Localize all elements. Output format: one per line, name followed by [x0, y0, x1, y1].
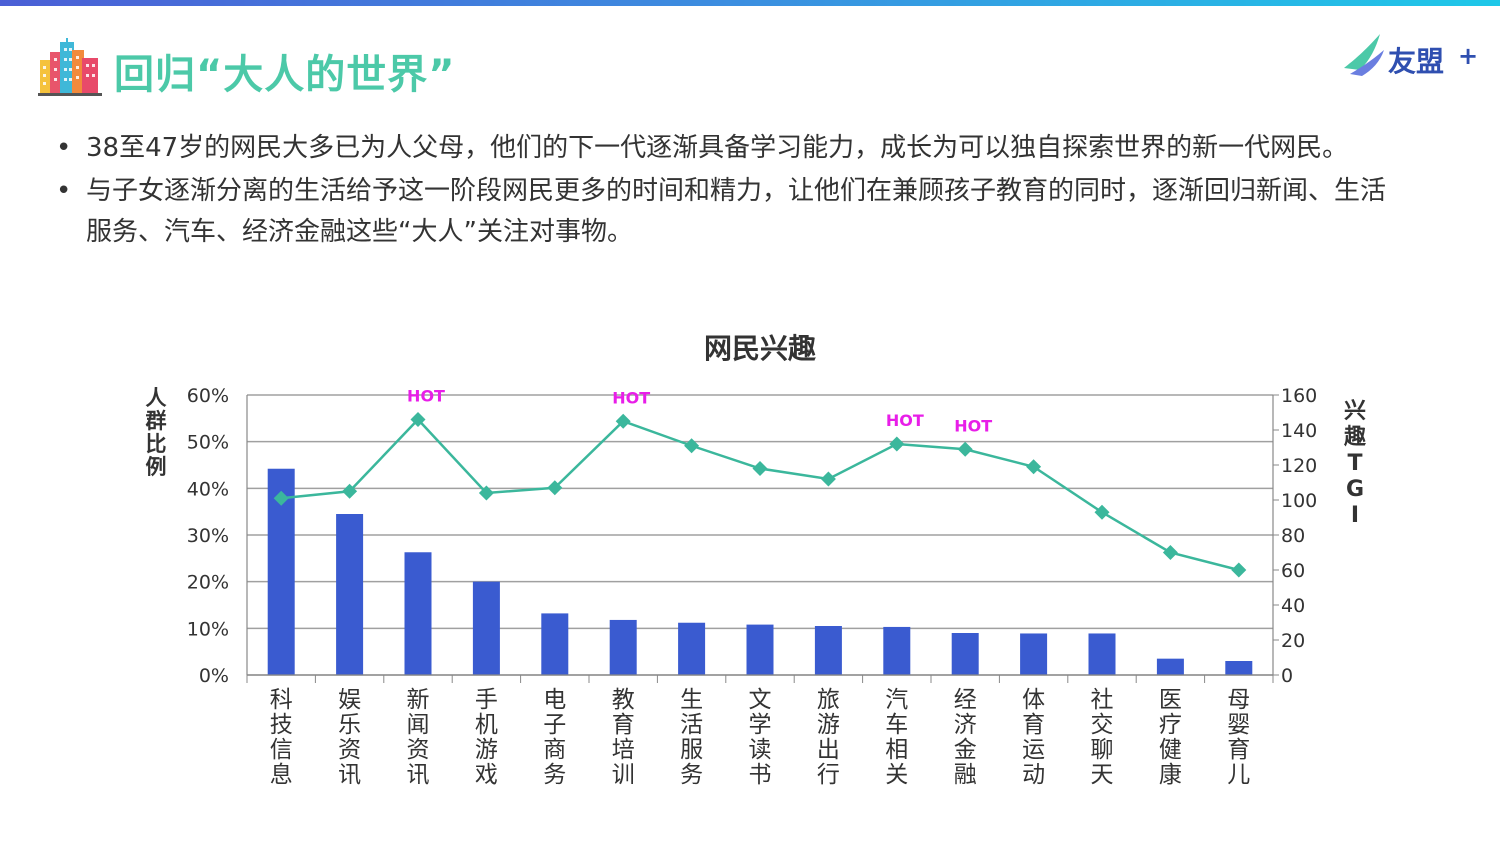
- tgi-point: [1094, 504, 1110, 520]
- bullet-dot: •: [56, 133, 72, 163]
- tgi-point: [1026, 459, 1042, 475]
- page-title: 回归“大人的世界”: [114, 52, 456, 98]
- umeng-logo-icon: [1344, 34, 1384, 76]
- bar: [1225, 661, 1253, 675]
- tgi-point: [547, 480, 563, 496]
- tgi-point: [410, 412, 426, 427]
- x-category-label: 电子商务: [543, 687, 566, 788]
- bullet-item: • 38至47岁的网民大多已为人父母，他们的下一代逐渐具备学习能力，成长为可以独…: [56, 128, 1396, 169]
- y-left-tick-label: 10%: [187, 618, 229, 640]
- bullet-dot: •: [56, 176, 72, 206]
- y-right-tick-label: 160: [1281, 385, 1317, 407]
- hot-label: HOT: [886, 411, 924, 430]
- y-right-tick-label: 120: [1281, 455, 1317, 477]
- hot-label: HOT: [954, 416, 992, 435]
- bullet-item: • 与子女逐渐分离的生活给予这一阶段网民更多的时间和精力，让他们在兼顾孩子教育的…: [56, 171, 1396, 253]
- y-left-tick-label: 40%: [187, 478, 229, 500]
- y-left-tick-label: 30%: [187, 525, 229, 547]
- tgi-point: [752, 461, 768, 476]
- x-category-label: 汽车相关: [885, 687, 908, 788]
- city-buildings-icon: [38, 38, 102, 96]
- interest-chart: 网民兴趣 0% 10% 20% 30% 40% 50% 60% 0 20 40 60 80 100 120 1…: [146, 332, 1367, 788]
- x-category-label: 生活服务: [680, 687, 703, 788]
- tgi-point: [889, 436, 905, 452]
- tgi-point: [478, 485, 494, 501]
- y-right-tick-label: 100: [1281, 490, 1317, 512]
- x-category-label: 医疗健康: [1159, 687, 1182, 788]
- bar: [336, 514, 364, 675]
- bar: [814, 626, 842, 675]
- y-right-tick-label: 60: [1281, 560, 1305, 582]
- bar: [1156, 658, 1184, 675]
- tgi-point: [1162, 545, 1178, 560]
- logo-text: 友盟: [1388, 45, 1445, 78]
- bullet-text: 与子女逐渐分离的生活给予这一阶段网民更多的时间和精力，让他们在兼顾孩子教育的同时…: [86, 176, 1387, 247]
- chart-title: 网民兴趣: [704, 332, 816, 365]
- bar: [951, 633, 979, 675]
- tgi-point: [957, 441, 973, 457]
- y-left-tick-label: 50%: [187, 432, 229, 454]
- bar: [1088, 633, 1116, 675]
- x-category-label: 文学读书: [749, 687, 772, 788]
- bar: [541, 613, 569, 675]
- bar: [404, 552, 432, 675]
- logo-plus: +: [1458, 42, 1479, 70]
- x-category-label: 教育培训: [612, 687, 635, 788]
- tgi-point: [273, 490, 289, 506]
- bar: [472, 581, 500, 675]
- hot-label: HOT: [407, 387, 445, 406]
- x-category-label: 社交聊天: [1091, 687, 1114, 788]
- x-category-label: 体育运动: [1022, 687, 1045, 788]
- x-category-label: 母婴育儿: [1227, 687, 1250, 788]
- bar: [746, 624, 774, 675]
- x-category-label: 新闻资讯: [407, 687, 430, 788]
- y-right-tick-label: 0: [1281, 665, 1293, 687]
- tgi-point: [342, 483, 358, 499]
- tgi-point: [615, 413, 631, 429]
- bullet-list: • 38至47岁的网民大多已为人父母，他们的下一代逐渐具备学习能力，成长为可以独…: [56, 128, 1396, 255]
- y-right-tick-label: 20: [1281, 630, 1305, 652]
- bullet-text: 38至47岁的网民大多已为人父母，他们的下一代逐渐具备学习能力，成长为可以独自探…: [86, 133, 1349, 163]
- y-right-tick-label: 80: [1281, 525, 1305, 547]
- y-right-axis-label: 兴趣 T G I: [1343, 399, 1366, 528]
- bar: [609, 619, 637, 675]
- tgi-point: [820, 471, 836, 487]
- y-right-tick-label: 140: [1281, 420, 1317, 442]
- y-left-axis-label: 人群比例: [146, 386, 167, 479]
- x-category-label: 娱乐资讯: [338, 687, 361, 788]
- bar: [678, 622, 706, 675]
- x-category-label: 旅游出行: [817, 687, 840, 788]
- tgi-point: [1231, 562, 1247, 578]
- y-left-tick-label: 0%: [199, 665, 229, 687]
- x-category-label: 手机游戏: [475, 687, 498, 788]
- y-left-tick-label: 60%: [187, 385, 229, 407]
- y-right-tick-label: 40: [1281, 595, 1305, 617]
- top-gradient-bar: [0, 0, 1500, 6]
- y-left-tick-label: 20%: [187, 572, 229, 594]
- hot-label: HOT: [612, 388, 650, 407]
- bar: [883, 626, 911, 675]
- x-category-label: 经济金融: [954, 687, 977, 788]
- x-category-label: 科技信息: [270, 687, 293, 788]
- tgi-point: [684, 438, 700, 454]
- bar: [1020, 633, 1048, 675]
